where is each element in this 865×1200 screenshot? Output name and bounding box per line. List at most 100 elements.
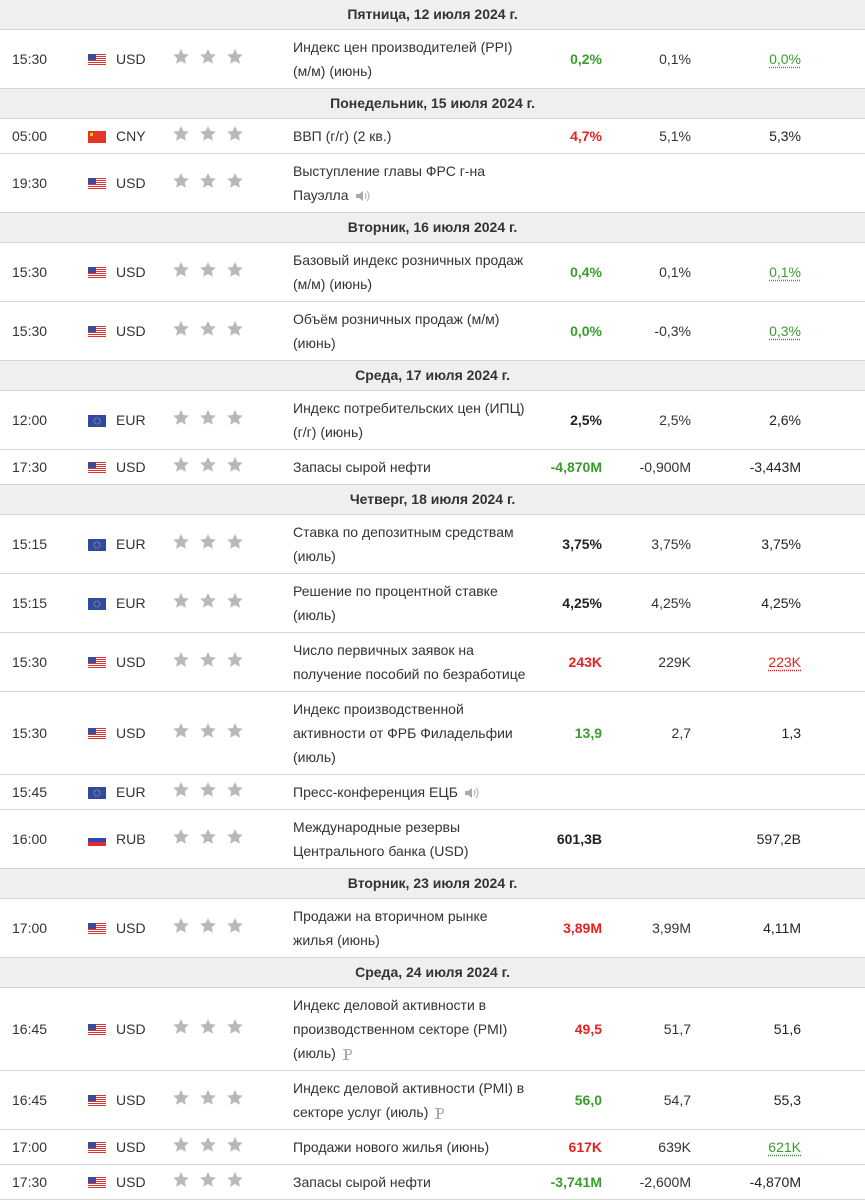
event-currency: USD — [88, 242, 173, 302]
date-header: Четверг, 18 июля 2024 г. — [0, 484, 865, 515]
event-name: Продажи нового жилья (июнь) — [293, 1129, 543, 1165]
event-row: 16:45 USD Индекс деловой активности (PMI) … — [0, 1070, 865, 1130]
event-currency: EUR — [88, 573, 173, 633]
currency-code: USD — [116, 264, 146, 280]
event-currency: USD — [88, 1129, 173, 1165]
stars — [173, 410, 243, 425]
importance-stars — [173, 1129, 293, 1165]
date-header: Среда, 24 июля 2024 г. — [0, 957, 865, 988]
previous-value — [693, 774, 801, 810]
event-row: 15:45 EUR Пресс-конференция ЕЦБ — [0, 774, 865, 810]
stars — [173, 652, 243, 667]
event-name: Индекс деловой активности в производстве… — [293, 987, 543, 1071]
flag — [88, 267, 106, 279]
event-row: 05:00 CNY ВВП (г/г) (2 кв.) 4,7% 5,1% 5,3% — [0, 118, 865, 154]
importance-stars — [173, 898, 293, 958]
event-currency: USD — [88, 987, 173, 1071]
previous-value — [693, 153, 801, 213]
importance-stars — [173, 242, 293, 302]
event-name: Выступление главы ФРС г-на Пауэлла — [293, 153, 543, 213]
event-name: ВВП (г/г) (2 кв.) — [293, 118, 543, 154]
spacer — [801, 514, 865, 574]
event-name: Продажи на вторичном рынке жилья (июнь) — [293, 898, 543, 958]
actual-value: 617K — [543, 1129, 603, 1165]
forecast-value: 229K — [603, 632, 693, 692]
actual-value: 4,7% — [543, 118, 603, 154]
currency-code: USD — [116, 51, 146, 67]
flag — [88, 1177, 106, 1189]
currency-code: RUB — [116, 831, 146, 847]
stars — [173, 1137, 243, 1152]
event-time: 15:30 — [0, 691, 88, 775]
stars — [173, 1090, 243, 1105]
flag — [88, 178, 106, 190]
event-currency: USD — [88, 691, 173, 775]
importance-stars — [173, 118, 293, 154]
flag — [88, 728, 106, 740]
forecast-value — [603, 809, 693, 869]
date-header: Среда, 17 июля 2024 г. — [0, 360, 865, 391]
actual-value: 0,0% — [543, 301, 603, 361]
spacer — [801, 449, 865, 485]
forecast-value: 639K — [603, 1129, 693, 1165]
event-time: 15:15 — [0, 514, 88, 574]
event-row: 15:30 USD Число первичных заявок на получе… — [0, 632, 865, 692]
actual-value: 3,75% — [543, 514, 603, 574]
flag — [88, 415, 106, 427]
flag — [88, 131, 106, 143]
currency-code: USD — [116, 725, 146, 741]
speaker-icon — [355, 190, 370, 202]
event-time: 16:45 — [0, 987, 88, 1071]
flag — [88, 1142, 106, 1154]
flag — [88, 787, 106, 799]
event-currency: USD — [88, 1070, 173, 1130]
currency-code: USD — [116, 1174, 146, 1190]
previous-value: 0,3% — [693, 301, 801, 361]
actual-value: 601,3B — [543, 809, 603, 869]
forecast-value: 51,7 — [603, 987, 693, 1071]
importance-stars — [173, 1164, 293, 1200]
importance-stars — [173, 573, 293, 633]
event-row: 15:15 EUR Ставка по депозитным средствам (… — [0, 514, 865, 574]
event-time: 15:30 — [0, 301, 88, 361]
currency-code: USD — [116, 323, 146, 339]
event-currency: EUR — [88, 390, 173, 450]
event-name: Индекс деловой активности (PMI) в сектор… — [293, 1070, 543, 1130]
spacer — [801, 774, 865, 810]
event-currency: EUR — [88, 514, 173, 574]
flag — [87, 833, 107, 846]
stars — [173, 173, 243, 188]
stars — [173, 829, 243, 844]
event-name: Объём розничных продаж (м/м) (июнь) — [293, 301, 543, 361]
importance-stars — [173, 774, 293, 810]
spacer — [801, 573, 865, 633]
actual-value: 56,0 — [543, 1070, 603, 1130]
spacer — [801, 898, 865, 958]
forecast-value: -0,900M — [603, 449, 693, 485]
stars — [173, 534, 243, 549]
date-header: Вторник, 23 июля 2024 г. — [0, 868, 865, 899]
event-currency: USD — [88, 29, 173, 89]
event-time: 19:30 — [0, 153, 88, 213]
event-row: 17:30 USD Запасы сырой нефти -4,870M -0,900M… — [0, 449, 865, 485]
event-time: 15:15 — [0, 573, 88, 633]
currency-code: EUR — [116, 536, 146, 552]
actual-value: 3,89M — [543, 898, 603, 958]
event-time: 16:45 — [0, 1070, 88, 1130]
event-currency: RUB — [87, 809, 173, 869]
forecast-value: 2,5% — [603, 390, 693, 450]
previous-value: 223K — [693, 632, 801, 692]
event-time: 16:00 — [0, 809, 88, 869]
event-currency: USD — [88, 1164, 173, 1200]
previous-value: 0,1% — [693, 242, 801, 302]
spacer — [801, 301, 865, 361]
stars — [173, 126, 243, 141]
stars — [173, 262, 243, 277]
forecast-value: 0,1% — [603, 242, 693, 302]
flag — [88, 1095, 106, 1107]
date-header-text: Пятница, 12 июля 2024 г. — [0, 0, 865, 30]
event-currency: USD — [88, 898, 173, 958]
